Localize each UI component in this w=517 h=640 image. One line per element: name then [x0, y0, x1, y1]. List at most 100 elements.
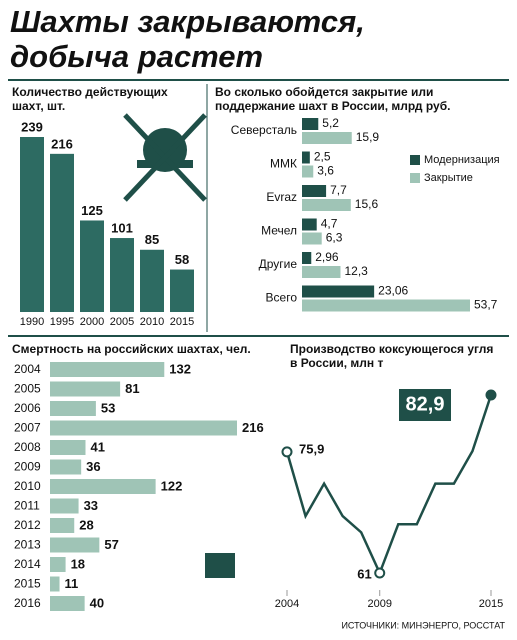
value-label: 216 — [51, 136, 73, 151]
label-box — [399, 389, 451, 421]
bar — [50, 420, 237, 436]
bar — [50, 440, 86, 455]
y-tick-label: 2016 — [14, 596, 41, 610]
value-label: 53 — [101, 400, 115, 415]
chart-title: Во сколько обойдется закрытие или поддер… — [215, 85, 451, 113]
bar — [50, 498, 79, 514]
y-tick-label: 2014 — [14, 557, 41, 571]
value-label: 28 — [79, 517, 93, 532]
value-label: 3,6 — [317, 164, 334, 178]
x-tick-label: 2000 — [80, 316, 104, 328]
bar — [50, 381, 121, 397]
value-label: 11 — [65, 576, 79, 591]
y-tick-label: Мечел — [261, 224, 297, 238]
y-tick-label: ММК — [270, 157, 297, 171]
value-label: 12,3 — [344, 264, 368, 278]
x-tick-label: 2009 — [367, 598, 391, 610]
legend-swatch — [410, 173, 420, 183]
legend-label: Закрытие — [424, 172, 473, 184]
x-tick-label: 2015 — [479, 598, 503, 610]
value-label: 7,7 — [330, 183, 347, 197]
bar — [50, 362, 165, 377]
source: ИСТОЧНИКИ: МИНЭНЕРГО, РОССТАТ — [341, 620, 505, 630]
bar — [50, 576, 60, 592]
chart-title: Производство коксующегося угля в России,… — [290, 342, 494, 370]
value-label: 41 — [90, 439, 104, 454]
y-tick-label: 2005 — [14, 382, 41, 396]
y-tick-label: 2009 — [14, 460, 41, 474]
x-tick-label: 2004 — [275, 598, 299, 610]
bar — [302, 299, 470, 312]
value-label: 125 — [81, 203, 103, 218]
bar — [170, 269, 194, 312]
point — [485, 389, 497, 401]
chart-title: Количество действующих шахт, шт. — [12, 85, 168, 113]
bar — [20, 137, 44, 312]
bar — [50, 153, 74, 312]
legend-swatch — [410, 155, 420, 165]
value-label: 15,9 — [356, 130, 380, 144]
bar — [302, 151, 310, 164]
value-label: 57 — [104, 537, 118, 552]
bar — [110, 238, 134, 312]
value-label: 6,3 — [326, 231, 343, 245]
bar — [302, 185, 327, 197]
bar — [302, 199, 351, 211]
value-label: 40 — [90, 595, 104, 610]
y-tick-label: Северсталь — [231, 123, 297, 137]
bar — [50, 401, 96, 416]
bar — [302, 285, 375, 298]
value-label: 132 — [169, 361, 191, 376]
bar — [80, 220, 104, 312]
legend-label: Модернизация — [424, 154, 500, 166]
y-tick-label: Всего — [266, 291, 298, 305]
y-tick-label: 2015 — [14, 577, 41, 591]
value-label: 5,2 — [322, 116, 339, 130]
value-label: 61 — [357, 566, 371, 581]
y-tick-label: 2006 — [14, 401, 41, 415]
value-label: 2,96 — [315, 250, 339, 264]
x-tick-label: 2015 — [170, 316, 194, 328]
value-label: 53,7 — [474, 298, 498, 312]
bar — [302, 252, 312, 264]
value-label: 2,5 — [314, 150, 331, 164]
y-tick-label: 2013 — [14, 538, 41, 552]
y-tick-label: 2010 — [14, 479, 41, 493]
value-label: 18 — [71, 556, 85, 571]
y-tick-label: 2011 — [14, 499, 40, 513]
value-label: 4,7 — [321, 217, 338, 231]
x-tick-label: 2005 — [110, 316, 134, 328]
line — [285, 394, 493, 577]
bar — [50, 479, 156, 494]
value-label: 36 — [86, 459, 100, 474]
value-label: 85 — [145, 232, 159, 247]
y-tick-label: Другие — [259, 257, 298, 271]
bar — [302, 266, 341, 278]
bar — [50, 596, 85, 611]
bar — [302, 118, 319, 130]
x-tick-label: 1990 — [20, 316, 44, 328]
point — [281, 446, 293, 458]
x-tick-label: 1995 — [50, 316, 74, 328]
value-label: 15,6 — [355, 197, 379, 211]
y-tick-label: 2007 — [14, 421, 41, 435]
bar — [302, 132, 352, 144]
value-label: 82,9 — [406, 393, 445, 415]
bar — [302, 165, 314, 178]
x-tick-label: 2010 — [140, 316, 164, 328]
y-tick-label: 2012 — [14, 518, 41, 532]
value-label: 122 — [161, 478, 183, 493]
value-label: 239 — [21, 119, 43, 134]
helmet-icon — [123, 113, 207, 202]
bar — [50, 557, 66, 572]
value-label: 101 — [111, 220, 133, 235]
bar — [140, 249, 164, 312]
y-tick-label: 2008 — [14, 440, 41, 454]
bar — [302, 218, 317, 231]
value-label: 58 — [175, 252, 189, 267]
main-title: Шахты закрываются, добыча растет — [10, 4, 365, 74]
value-label: 81 — [125, 381, 139, 396]
value-label: 23,06 — [378, 284, 408, 298]
